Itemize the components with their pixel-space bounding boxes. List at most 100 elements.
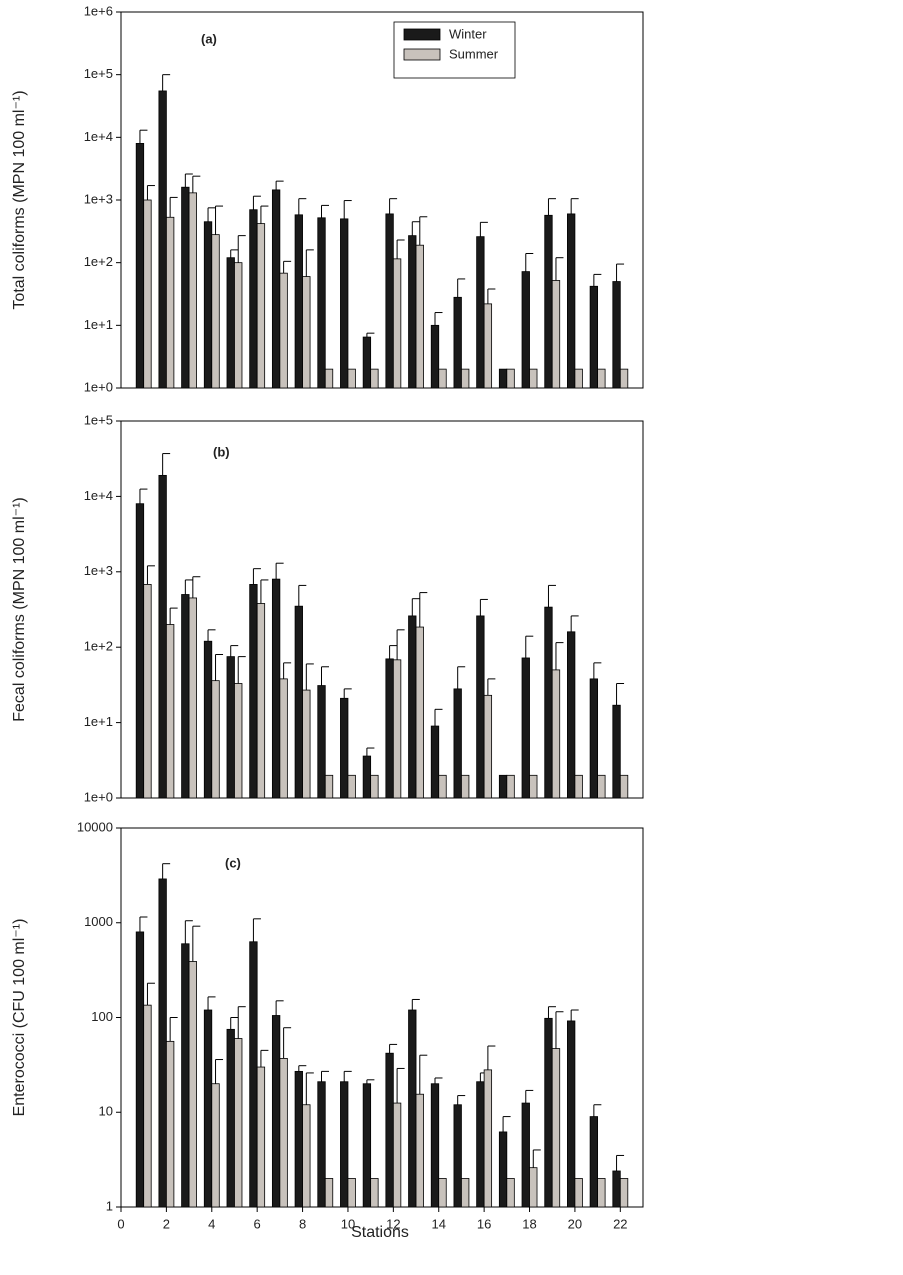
bar (438, 774, 447, 799)
y-tick-label: 1e+0 (84, 789, 113, 804)
y-tick-label: 1000 (84, 914, 113, 929)
bar (461, 1178, 470, 1208)
bar (453, 296, 462, 389)
y-tick-label: 1e+2 (84, 254, 113, 269)
plot-frame (120, 827, 644, 1208)
bar (498, 774, 508, 799)
bar (612, 281, 621, 389)
bar (256, 1066, 266, 1208)
bar (279, 678, 288, 799)
legend-label: Winter (449, 26, 487, 41)
bar (430, 725, 440, 799)
bar (271, 1015, 281, 1208)
bar (143, 1004, 152, 1208)
bar (188, 597, 197, 799)
bar (483, 694, 493, 799)
y-tick-label: 1e+1 (84, 317, 113, 332)
bar (529, 774, 538, 799)
bar (589, 285, 599, 389)
panel-label: (a) (201, 31, 217, 46)
bar (529, 1167, 538, 1208)
bar (438, 1178, 447, 1208)
x-tick-label: 14 (432, 1216, 446, 1231)
legend-label: Summer (449, 46, 499, 61)
bar (340, 697, 349, 799)
y-tick-label: 1e+3 (84, 191, 113, 206)
y-axis-label: Fecal coliforms (MPN 100 ml⁻¹) (11, 497, 28, 721)
x-tick-label: 10 (341, 1216, 355, 1231)
panel-label: (c) (225, 855, 241, 870)
bar (279, 272, 288, 389)
y-tick-label: 1e+5 (84, 66, 113, 81)
bar (317, 685, 326, 799)
bar (188, 961, 197, 1208)
bar (385, 658, 394, 799)
bar (544, 606, 553, 799)
bar (574, 774, 583, 799)
bar (453, 1104, 462, 1208)
bar (249, 584, 258, 799)
bar (461, 774, 470, 799)
bar (567, 1020, 576, 1208)
bar (438, 368, 447, 389)
x-axis-label: Stations (351, 1224, 409, 1241)
bar (408, 615, 417, 799)
bar (415, 1093, 424, 1208)
bar (506, 774, 515, 799)
bar (249, 941, 258, 1208)
plot-frame (120, 11, 644, 389)
bar (158, 90, 167, 389)
y-tick-label: 100 (91, 1009, 113, 1024)
y-tick-label: 10000 (77, 819, 113, 834)
y-tick-label: 1e+0 (84, 379, 113, 394)
bar (211, 234, 220, 389)
bar (483, 303, 493, 389)
bar (430, 324, 440, 389)
bar (392, 659, 402, 799)
bar (506, 1178, 515, 1208)
bar (498, 368, 508, 389)
x-tick-label: 18 (522, 1216, 536, 1231)
bar (597, 774, 606, 799)
y-tick-label: 1e+3 (84, 563, 113, 578)
bar (181, 186, 190, 389)
bar (574, 1178, 583, 1208)
x-tick-label: 0 (117, 1216, 124, 1231)
bar (619, 774, 629, 799)
bar (544, 1017, 553, 1208)
bar (408, 1009, 417, 1208)
x-tick-label: 2 (163, 1216, 170, 1231)
bar (362, 1083, 372, 1208)
bar (135, 503, 145, 799)
bar (589, 678, 599, 799)
bar (158, 474, 167, 799)
y-tick-label: 1e+6 (84, 3, 113, 18)
bar (249, 209, 258, 389)
y-axis-label: Enterococci (CFU 100 ml⁻¹) (11, 919, 28, 1117)
bar (385, 213, 394, 389)
panel-label: (b) (213, 444, 230, 459)
bar (158, 878, 167, 1208)
bar (340, 1081, 349, 1208)
bar (589, 1116, 599, 1208)
bar (476, 615, 485, 799)
bar (181, 943, 190, 1208)
bar (415, 626, 424, 799)
bar (612, 1170, 621, 1208)
bar (347, 368, 356, 389)
bar (226, 656, 235, 799)
bar (271, 578, 281, 799)
bar (226, 1028, 235, 1208)
bar (135, 143, 145, 389)
y-tick-label: 1e+2 (84, 639, 113, 654)
bar (181, 594, 190, 799)
bar (370, 368, 379, 389)
bar (203, 221, 213, 389)
legend-swatch (403, 48, 441, 61)
bar (362, 755, 372, 799)
bar (567, 631, 576, 799)
bar (203, 1009, 213, 1208)
x-tick-label: 8 (299, 1216, 306, 1231)
bar (529, 368, 538, 389)
x-tick-label: 4 (208, 1216, 215, 1231)
